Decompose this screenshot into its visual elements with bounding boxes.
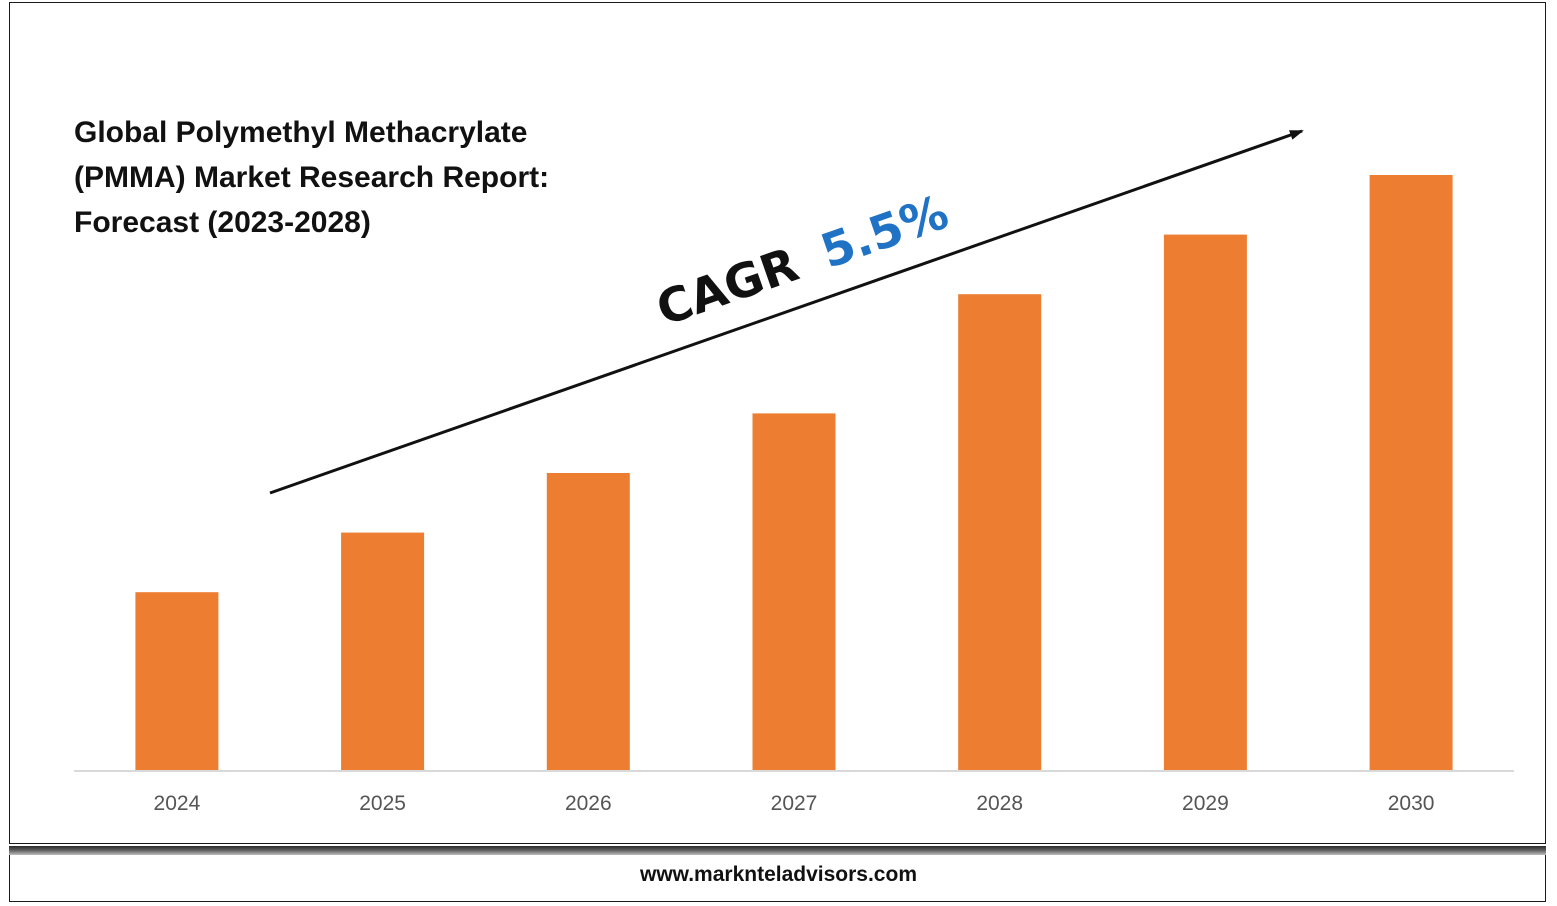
footer-website-link[interactable]: www.marknteladvisors.com [640, 863, 917, 886]
bar-2024 [135, 592, 219, 771]
bar-2027 [752, 413, 836, 771]
footer-divider [9, 846, 1546, 855]
bar-2028 [958, 294, 1042, 771]
bar-group [135, 175, 1453, 772]
svg-text:CAGR 5.5%: CAGR 5.5% [650, 185, 955, 338]
growth-trend-arrow [269, 129, 1304, 495]
chart-title: Global Polymethyl Methacrylate (PMMA) Ma… [74, 110, 634, 245]
bar-2026 [546, 473, 630, 771]
x-axis-tick-labels: 2024 2025 2026 2027 2028 2029 2030 [154, 792, 1435, 815]
cagr-label: CAGR [650, 237, 806, 337]
bar-2030 [1369, 175, 1453, 771]
chart-title-line-2: (PMMA) Market Research Report: [74, 161, 550, 194]
x-tick-label-2028: 2028 [976, 792, 1023, 815]
x-tick-label-2027: 2027 [771, 792, 818, 815]
footer: www.marknteladvisors.com [9, 855, 1546, 902]
x-tick-label-2029: 2029 [1182, 792, 1229, 815]
x-tick-label-2030: 2030 [1388, 792, 1435, 815]
x-tick-label-2024: 2024 [154, 792, 201, 815]
cagr-annotation: CAGR 5.5% [650, 185, 955, 338]
cagr-value: 5.5% [814, 185, 955, 280]
chart-title-line-1: Global Polymethyl Methacrylate [74, 116, 528, 149]
chart-title-line-3: Forecast (2023-2028) [74, 206, 371, 239]
x-tick-label-2025: 2025 [359, 792, 406, 815]
bar-2025 [341, 532, 425, 771]
x-tick-label-2026: 2026 [565, 792, 612, 815]
bar-2029 [1163, 234, 1247, 772]
